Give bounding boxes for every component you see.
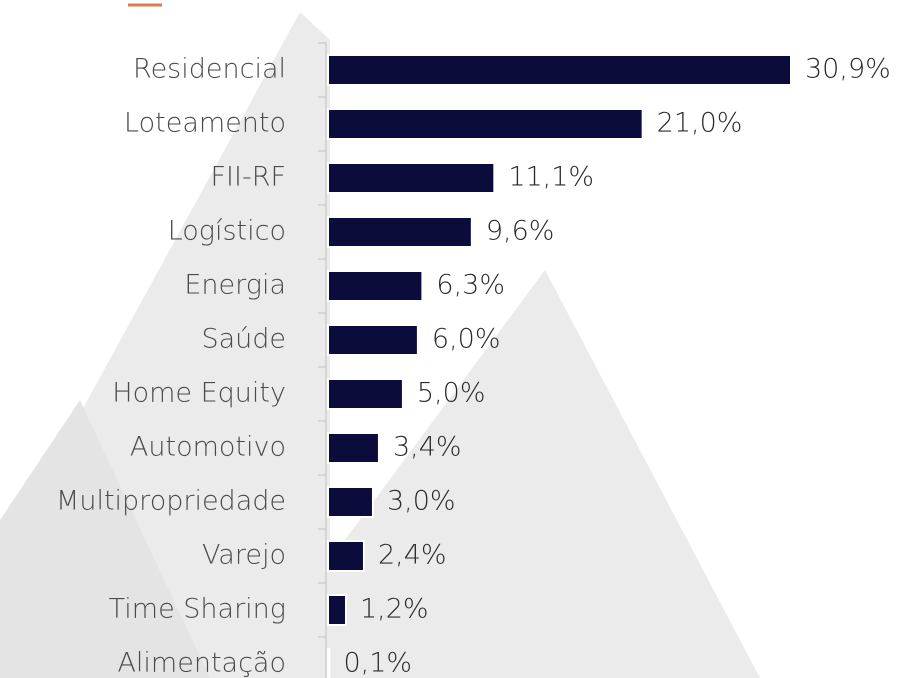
- bar: [327, 54, 792, 86]
- category-label: Automotivo: [130, 432, 286, 463]
- bar: [327, 270, 424, 302]
- category-label: Loteamento: [124, 108, 286, 139]
- value-label: 3,4%: [393, 432, 462, 463]
- value-label: 11,1%: [508, 162, 594, 193]
- bar: [327, 648, 331, 678]
- bar: [327, 540, 365, 572]
- category-label: Residencial: [133, 54, 286, 85]
- category-label: Multipropriedade: [56, 486, 286, 517]
- bar: [327, 216, 473, 248]
- value-label: 3,0%: [387, 486, 456, 517]
- background-mountain: [0, 400, 210, 678]
- value-label: 9,6%: [486, 216, 555, 247]
- value-label: 21,0%: [657, 108, 743, 139]
- category-label: Varejo: [202, 540, 286, 571]
- value-label: 6,3%: [436, 270, 505, 301]
- value-label: 2,4%: [378, 540, 447, 571]
- bar: [327, 432, 380, 464]
- category-label: Time Sharing: [109, 594, 286, 625]
- bar: [327, 594, 347, 626]
- bar: [327, 162, 496, 194]
- background-mountain: [330, 270, 760, 678]
- bar: [327, 378, 404, 410]
- category-label: Logístico: [168, 216, 286, 247]
- category-label: Energia: [184, 270, 286, 301]
- bar: [327, 324, 419, 356]
- value-label: 6,0%: [432, 324, 501, 355]
- value-label: 30,9%: [805, 54, 891, 85]
- value-label: 1,2%: [360, 594, 429, 625]
- value-label: 0,1%: [343, 648, 412, 678]
- category-label: Saúde: [201, 324, 286, 355]
- bar: [327, 108, 644, 140]
- category-label: Alimentação: [117, 648, 286, 678]
- category-label: Home Equity: [112, 378, 286, 409]
- value-label: 5,0%: [417, 378, 486, 409]
- category-label: FII-RF: [211, 162, 287, 193]
- bar: [327, 486, 374, 518]
